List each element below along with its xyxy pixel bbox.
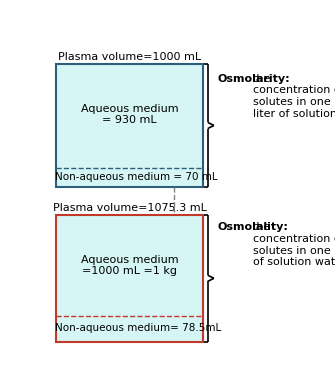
Bar bbox=[56, 215, 203, 342]
Text: Aqueous medium
=1000 mL =1 kg: Aqueous medium =1000 mL =1 kg bbox=[81, 255, 178, 276]
Bar bbox=[56, 215, 203, 342]
Text: Aqueous medium
= 930 mL: Aqueous medium = 930 mL bbox=[81, 104, 178, 126]
Text: Non-aqueous medium= 78.5mL: Non-aqueous medium= 78.5mL bbox=[55, 323, 221, 333]
Text: Plasma volume=1075.3 mL: Plasma volume=1075.3 mL bbox=[53, 203, 206, 213]
Text: the
concentration of
solutes in one liter
of solution water: the concentration of solutes in one lite… bbox=[253, 222, 335, 267]
Text: Osmolarity:: Osmolarity: bbox=[217, 74, 290, 84]
Text: the
concentration of
solutes in one
liter of solution: the concentration of solutes in one lite… bbox=[253, 74, 335, 119]
Text: Plasma volume=1000 mL: Plasma volume=1000 mL bbox=[58, 52, 201, 62]
Text: Osmolality:: Osmolality: bbox=[217, 222, 288, 233]
Bar bbox=[56, 64, 203, 187]
Bar bbox=[56, 64, 203, 187]
Text: Non-aqueous medium = 70 mL: Non-aqueous medium = 70 mL bbox=[55, 172, 218, 182]
